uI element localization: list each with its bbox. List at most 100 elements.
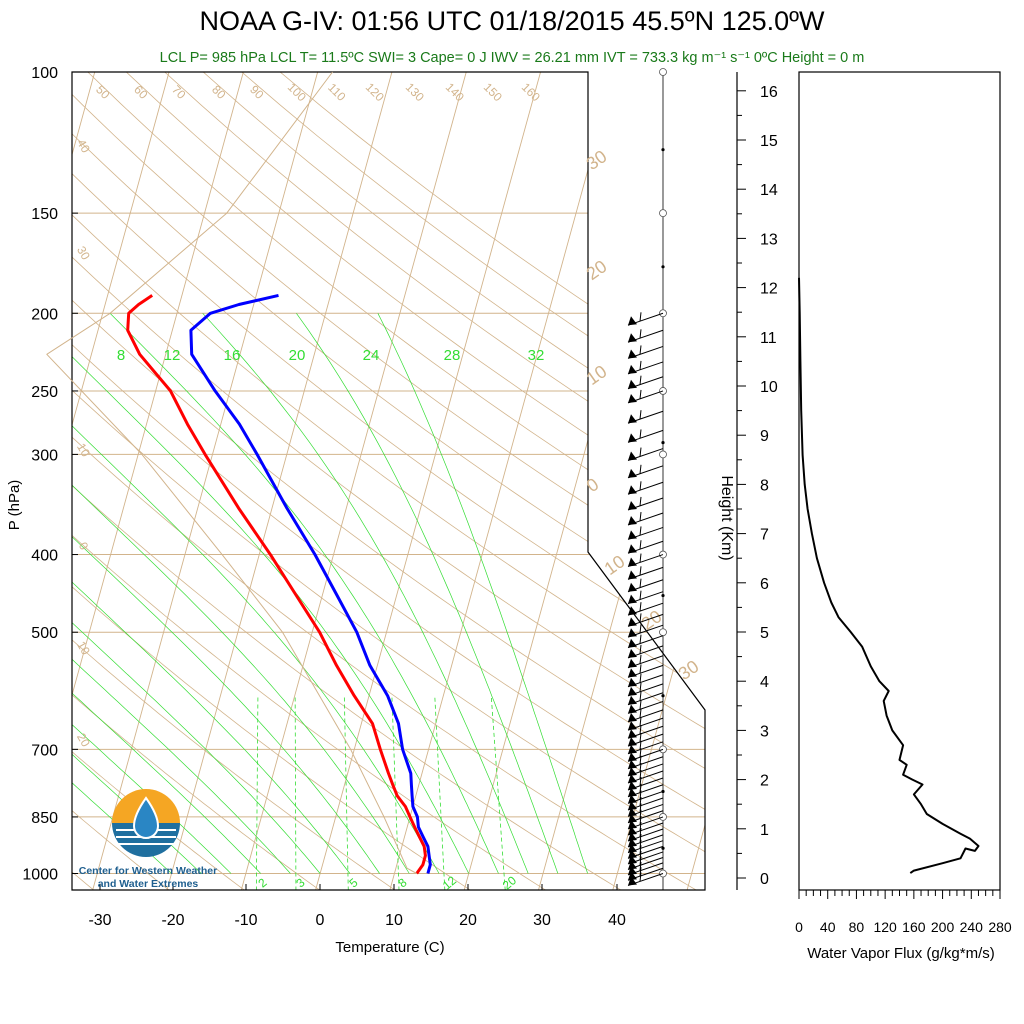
- height-tick-label: 12: [760, 281, 778, 298]
- wind-barb-tick: [639, 429, 642, 439]
- wind-barb-flag: [628, 704, 637, 714]
- wind-barb-tick: [639, 578, 642, 588]
- y-tick-label: 250: [31, 384, 58, 401]
- x-tick-label: -20: [161, 912, 184, 929]
- wind-barb-tick: [639, 708, 642, 718]
- flux-axis-label: Water Vapor Flux (g/kg*m/s): [807, 945, 995, 962]
- wind-barb-flag: [628, 668, 637, 678]
- flux-tick-label: 160: [902, 919, 926, 935]
- wind-level-dot: [661, 441, 665, 445]
- dry-adiabat-line: [72, 72, 321, 890]
- height-tick-label: 6: [760, 576, 769, 593]
- mixing-ratio-label: 8: [117, 347, 125, 364]
- flux-tick-label: 120: [873, 919, 897, 935]
- wind-barb-tick: [639, 329, 642, 339]
- wind-barb-flag: [628, 638, 637, 648]
- wind-level-circle: [659, 209, 667, 218]
- height-tick-label: 5: [760, 625, 769, 642]
- moist-adiabat-label: 30: [675, 656, 703, 684]
- x-tick-label: 40: [608, 912, 626, 929]
- wind-level-dot: [661, 265, 665, 269]
- wind-barb-tick: [639, 360, 642, 370]
- wind-barb-tick: [639, 872, 642, 882]
- x-tick-label: 0: [316, 912, 325, 929]
- height-tick-label: 11: [760, 330, 777, 347]
- isotherm-label: 40: [74, 137, 93, 156]
- wind-barb-flag: [628, 648, 637, 658]
- wind-barb-tick: [639, 664, 642, 674]
- logo-water: [112, 823, 180, 857]
- dry-adiabat-line: [202, 72, 705, 890]
- isotherm-label: 10: [74, 441, 93, 460]
- chart-subtitle: LCL P= 985 hPa LCL T= 11.5ºC SWI= 3 Cape…: [159, 50, 865, 66]
- wind-barb-flag: [628, 800, 637, 810]
- dry-adiabat-line: [72, 72, 246, 890]
- wind-barb-flag: [628, 780, 637, 790]
- wind-barb-tick: [639, 673, 642, 683]
- wind-barb-tick: [639, 540, 642, 550]
- dry-adiabat-label: 70: [169, 82, 189, 102]
- moist-adiabat-line: [72, 313, 440, 874]
- wind-barb-flag: [628, 774, 637, 784]
- x-tick-label: 20: [459, 912, 477, 929]
- x-tick-label: 10: [385, 912, 403, 929]
- wind-barb-tick: [639, 821, 642, 832]
- wind-barb-flag: [628, 606, 637, 616]
- wind-barb-tick: [639, 590, 642, 600]
- dry-adiabat-line: [126, 72, 705, 890]
- wind-barb-flag: [628, 379, 637, 389]
- isotherm-line: [92, 72, 319, 890]
- wind-barb-flag: [628, 364, 637, 374]
- logo-drop-icon: [132, 796, 160, 839]
- wind-barb-tick: [639, 602, 642, 612]
- wind-barb-flag: [628, 516, 637, 526]
- dry-adiabat-line: [72, 72, 698, 890]
- x-tick-label: 30: [533, 912, 551, 929]
- x-tick-label: -30: [88, 912, 111, 929]
- wind-level-dot: [661, 593, 665, 598]
- moist-adiabat-label: 20: [583, 256, 611, 284]
- wind-barb-flag: [628, 594, 637, 604]
- mixing-ratio-line: [490, 695, 506, 890]
- wind-barb-tick: [639, 496, 642, 507]
- wind-barb-flag: [628, 695, 637, 705]
- height-tick-label: 3: [760, 723, 769, 740]
- dry-adiabat-label: 160: [519, 80, 543, 104]
- wind-barb-flag: [628, 628, 637, 638]
- dry-adiabat-label: 120: [363, 80, 387, 104]
- moist-adiabat-line: [72, 313, 470, 874]
- isotherm-label: 10: [74, 639, 93, 658]
- wind-barb-flag: [628, 787, 637, 797]
- wind-barb-tick: [639, 389, 642, 400]
- wind-barb-flag: [628, 766, 637, 776]
- moist-adiabat-line: [72, 313, 291, 874]
- wind-level-dot: [661, 694, 665, 698]
- mixing-ratio-line: [294, 695, 297, 890]
- wind-barb-flag: [628, 721, 637, 731]
- mixing-ratio-label: 8: [395, 875, 409, 890]
- wind-barb-flag: [628, 686, 637, 696]
- wind-barb-tick: [639, 464, 642, 474]
- wind-barb-tick: [639, 796, 642, 807]
- y-tick-label: 400: [31, 548, 58, 565]
- wind-barb-flag: [628, 433, 637, 443]
- wind-barb-flag: [628, 744, 637, 754]
- dry-adiabat-line: [72, 72, 705, 890]
- isotherm-label: 20: [74, 731, 93, 750]
- moist-adiabat-label: 0: [583, 474, 603, 496]
- wind-barb-flag: [628, 752, 637, 762]
- moist-adiabat-line: [72, 313, 202, 874]
- wind-barb-tick: [639, 809, 642, 819]
- wind-barb-flag: [628, 500, 637, 510]
- isotherm-line: [240, 72, 467, 890]
- x-tick-label: -10: [234, 912, 257, 929]
- isotherm-line: [389, 72, 616, 890]
- mixing-ratio-label: 24: [363, 347, 380, 364]
- height-tick-label: 8: [760, 477, 769, 494]
- dry-adiabat-label: 150: [481, 80, 505, 104]
- height-tick-label: 16: [760, 84, 778, 101]
- wind-barb-flag: [628, 570, 637, 580]
- y-tick-label: 150: [31, 206, 58, 223]
- wind-barb-tick: [639, 375, 642, 385]
- moist-adiabat-label: 10: [583, 361, 611, 389]
